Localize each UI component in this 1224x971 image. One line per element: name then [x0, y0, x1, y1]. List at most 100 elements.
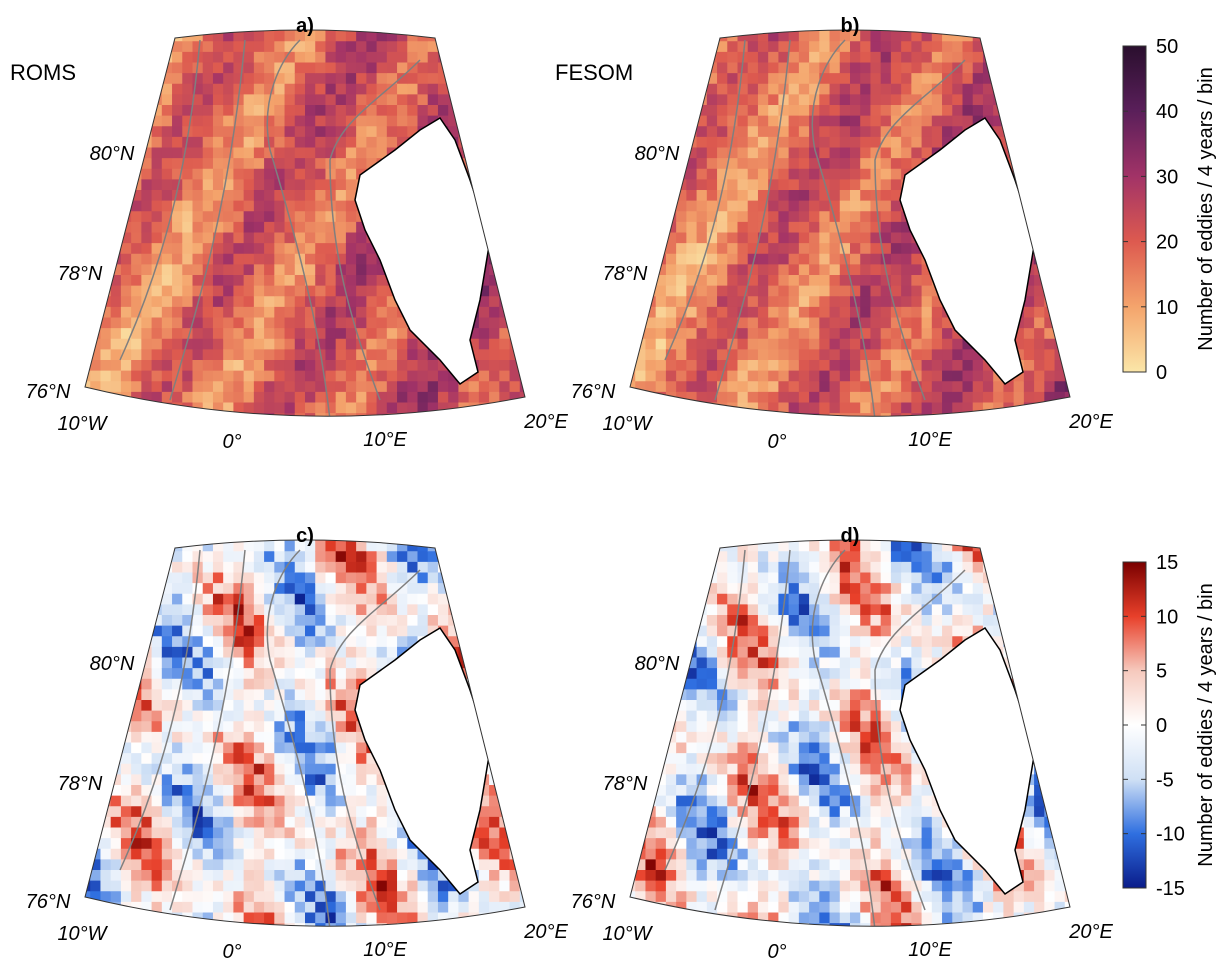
map-cell [346, 870, 357, 881]
map-cell [356, 84, 367, 95]
map-cell [973, 371, 984, 382]
map-cell [162, 658, 173, 669]
map-cell [510, 105, 521, 116]
map-cell [203, 20, 214, 31]
map-cell [727, 190, 738, 201]
map-cell [285, 859, 296, 870]
map-cell [254, 913, 265, 924]
map-cell [1014, 73, 1025, 84]
map-cell [377, 913, 388, 924]
map-cell [182, 562, 193, 573]
map-cell [346, 530, 357, 541]
map-cell [499, 286, 510, 297]
map-cell [479, 41, 490, 52]
map-cell [336, 743, 347, 754]
map-cell [993, 20, 1004, 31]
map-cell [870, 349, 881, 360]
map-cell [90, 31, 101, 42]
map-cell [809, 307, 820, 318]
map-cell [336, 849, 347, 860]
map-cell [141, 20, 152, 31]
map-cell [121, 562, 132, 573]
map-cell [891, 20, 902, 31]
map-cell [152, 743, 163, 754]
map-cell [686, 179, 697, 190]
map-cell [778, 381, 789, 392]
map-cell [418, 583, 429, 594]
map-cell [850, 52, 861, 63]
map-cell [244, 838, 255, 849]
map-cell [111, 604, 122, 615]
map-cell [778, 20, 789, 31]
map-cell [758, 73, 769, 84]
map-cell [90, 84, 101, 95]
map-cell [768, 286, 779, 297]
map-cell [656, 126, 667, 137]
map-cell [264, 254, 275, 265]
map-cell [758, 349, 769, 360]
map-cell [336, 201, 347, 212]
map-cell [203, 541, 214, 552]
map-cell [748, 211, 759, 222]
map-cell [131, 626, 142, 637]
lon-tick-label: 0° [222, 431, 241, 453]
map-cell [254, 371, 265, 382]
map-cell [254, 944, 265, 955]
map-cell [213, 817, 224, 828]
map-cell [254, 774, 265, 785]
map-cell [131, 594, 142, 605]
map-cell [438, 381, 449, 392]
map-cell [285, 828, 296, 839]
map-cell [193, 105, 204, 116]
map-cell [285, 275, 296, 286]
map-cell [738, 148, 749, 159]
map-cell [131, 20, 142, 31]
map-cell [325, 126, 336, 137]
map-cell [315, 148, 326, 159]
map-cell [315, 339, 326, 350]
map-cell [789, 339, 800, 350]
map-cell [809, 318, 820, 329]
map-cell [458, 392, 469, 403]
map-cell [305, 434, 316, 445]
map-cell [819, 211, 830, 222]
map-cell [1024, 52, 1035, 63]
map-cell [758, 381, 769, 392]
map-cell [1024, 20, 1035, 31]
map-cell [1003, 41, 1014, 52]
map-cell [295, 169, 306, 180]
map-cell [346, 849, 357, 860]
map-cell [489, 105, 500, 116]
map-cell [1014, 434, 1025, 445]
map-cell [141, 689, 152, 700]
map-cell [520, 169, 531, 180]
map-cell [172, 658, 183, 669]
map-cell [1044, 403, 1055, 414]
map-cell [295, 148, 306, 159]
map-cell [901, 116, 912, 127]
map-cell [635, 169, 646, 180]
map-cell [768, 126, 779, 137]
map-cell [1014, 52, 1025, 63]
map-cell [264, 116, 275, 127]
map-cell [625, 211, 636, 222]
map-cell [819, 339, 830, 350]
map-cell [850, 392, 861, 403]
map-cell [244, 913, 255, 924]
map-cell [387, 626, 398, 637]
map-cell [479, 116, 490, 127]
map-cell [1055, 20, 1066, 31]
map-cell [305, 636, 316, 647]
map-cell [727, 201, 738, 212]
map-cell [1014, 31, 1025, 42]
map-cell [203, 403, 214, 414]
map-cell [131, 413, 142, 424]
map-cell [860, 339, 871, 350]
map-cell [233, 583, 244, 594]
map-cell [315, 615, 326, 626]
map-cell [768, 413, 779, 424]
map-cell [1044, 286, 1055, 297]
map-cell [860, 137, 871, 148]
map-cell [305, 881, 316, 892]
map-cell [90, 169, 101, 180]
